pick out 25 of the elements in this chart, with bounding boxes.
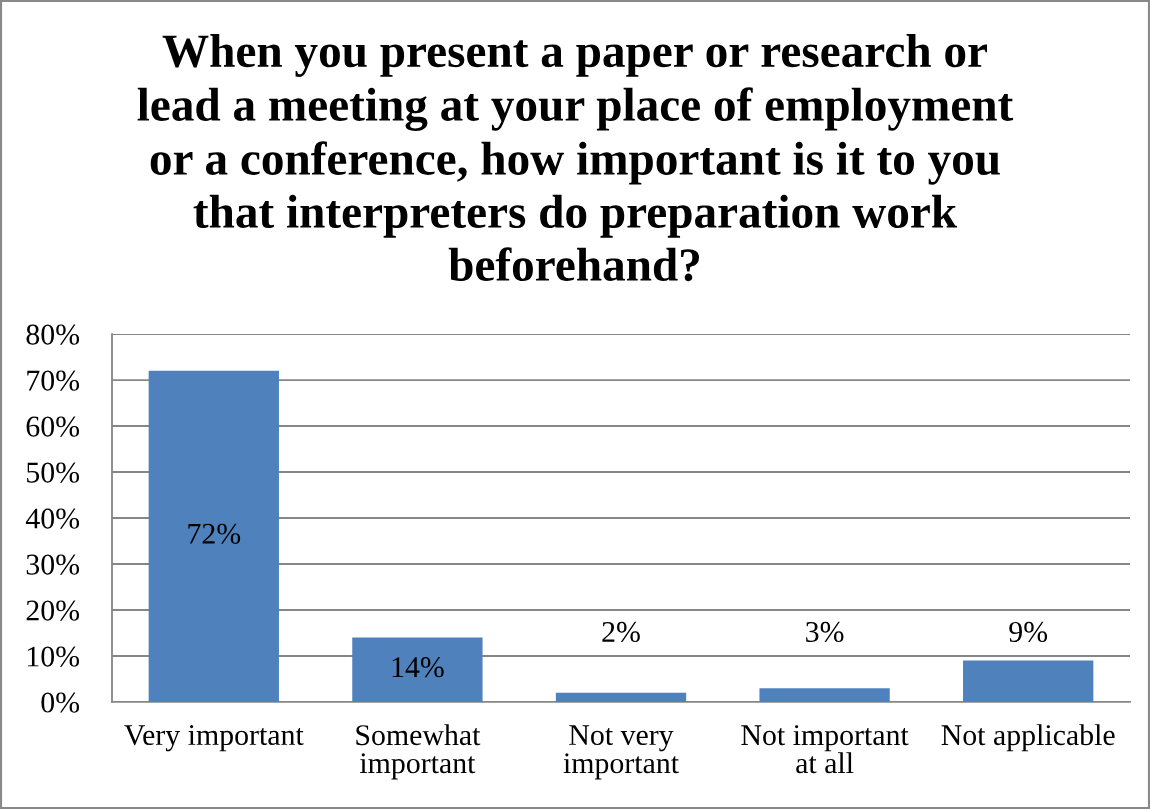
x-tick-label: Not applicable: [941, 724, 1115, 752]
x-tick-label: Not very important: [563, 725, 679, 780]
y-tick-label: 0%: [41, 692, 80, 713]
y-tick-label: 10%: [27, 646, 80, 667]
y-tick-label: 80%: [26, 324, 80, 345]
data-label: 72%: [188, 523, 241, 544]
data-label: 14%: [392, 657, 444, 678]
y-tick-label: 70%: [27, 370, 80, 391]
data-label: 9%: [1009, 621, 1048, 643]
x-tick-label: Very important: [124, 725, 304, 752]
y-tick-label: 40%: [25, 508, 80, 529]
chart-title: When you present a paper or research or lead a meeting at your place of employment or a conference, how important is it to you that interpreters do preparation work beforehand?: [137, 33, 1014, 282]
y-tick-label: 30%: [26, 554, 80, 575]
y-tick-label: 50%: [27, 462, 80, 483]
x-tick-label: Somewhat important: [356, 724, 481, 780]
data-label: 3%: [806, 621, 844, 643]
bar: [352, 637, 483, 702]
bar: [555, 692, 687, 702]
bar: [963, 660, 1094, 702]
bar: [148, 370, 279, 702]
x-tick-label: Not important at all: [741, 725, 909, 774]
y-tick-label: 20%: [26, 600, 80, 621]
data-label: 2%: [602, 621, 640, 643]
bar: [759, 688, 890, 702]
y-tick-label: 60%: [26, 416, 80, 437]
